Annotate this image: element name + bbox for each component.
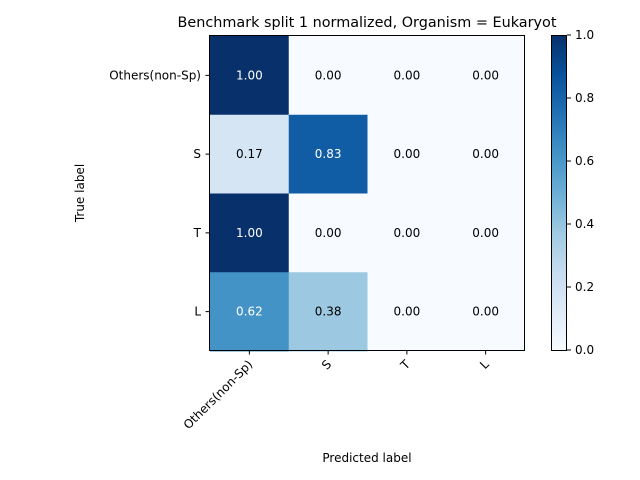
heatmap-cell	[210, 193, 290, 273]
colorbar-tick-label: 0.6	[575, 154, 594, 168]
heatmap-cell	[446, 114, 526, 194]
x-axis-ticks: Others(non-Sp) S T L	[181, 350, 492, 432]
cell-value-label: 0.00	[394, 68, 421, 82]
heatmap-cell	[446, 36, 526, 116]
heatmap-cell	[367, 114, 447, 194]
heatmap-cells	[210, 36, 526, 352]
heatmap-cell	[288, 114, 368, 194]
x-axis-label: Predicted label	[322, 451, 411, 465]
heatmap-cell	[446, 272, 526, 352]
cell-value-label: 0.83	[315, 147, 342, 161]
heatmap-cell	[288, 193, 368, 273]
cell-value-label: 0.17	[236, 147, 263, 161]
colorbar-tick-label: 1.0	[575, 28, 594, 42]
heatmap-cell	[288, 36, 368, 116]
cell-value-label: 1.00	[236, 226, 263, 240]
x-tick-label: Others(non-Sp)	[181, 357, 256, 432]
cell-value-label: 0.62	[236, 305, 263, 319]
heatmap-cell	[367, 36, 447, 116]
cell-value-label: 0.00	[394, 226, 421, 240]
cell-value-label: 0.00	[472, 226, 499, 240]
cell-value-label: 0.00	[394, 147, 421, 161]
cell-value-label: 0.00	[472, 147, 499, 161]
x-tick-label: L	[477, 357, 492, 372]
heatmap-cell	[210, 272, 290, 352]
heatmap-cell	[210, 114, 290, 194]
y-axis-label: True label	[73, 164, 87, 223]
y-tick-label: Others(non-Sp)	[109, 68, 201, 82]
plot-frame	[209, 35, 525, 351]
cell-value-label: 1.00	[236, 68, 263, 82]
y-tick-label: L	[194, 305, 201, 319]
heatmap-cell	[446, 193, 526, 273]
x-tick-label: S	[319, 357, 334, 372]
colorbar-frame	[551, 35, 567, 351]
chart-title: Benchmark split 1 normalized, Organism =…	[177, 15, 556, 31]
colorbar: 0.0 0.2 0.4 0.6 0.8 1.0	[551, 28, 594, 357]
colorbar-gradient	[551, 35, 567, 350]
y-tick-label: S	[193, 147, 201, 161]
heatmap-cell-labels: 1.00 0.00 0.00 0.00 0.17 0.83 0.00 0.00 1.00 0.00…	[236, 68, 499, 318]
y-tick-label: T	[193, 226, 202, 240]
heatmap-cell	[367, 193, 447, 273]
colorbar-ticks: 0.0 0.2 0.4 0.6 0.8 1.0	[567, 28, 594, 357]
cell-value-label: 0.38	[315, 305, 342, 319]
cell-value-label: 0.00	[394, 305, 421, 319]
heatmap-cell	[367, 272, 447, 352]
colorbar-tick-label: 0.8	[575, 91, 594, 105]
x-tick-label: T	[397, 357, 413, 373]
cell-value-label: 0.00	[315, 226, 342, 240]
cell-value-label: 0.00	[315, 68, 342, 82]
cell-value-label: 0.00	[472, 305, 499, 319]
colorbar-tick-label: 0.0	[575, 343, 594, 357]
cell-value-label: 0.00	[472, 68, 499, 82]
colorbar-tick-label: 0.4	[575, 217, 594, 231]
heatmap-cell	[288, 272, 368, 352]
y-axis-ticks: Others(non-Sp) S T L	[109, 68, 210, 319]
colorbar-tick-label: 0.2	[575, 280, 594, 294]
heatmap-cell	[210, 36, 290, 116]
